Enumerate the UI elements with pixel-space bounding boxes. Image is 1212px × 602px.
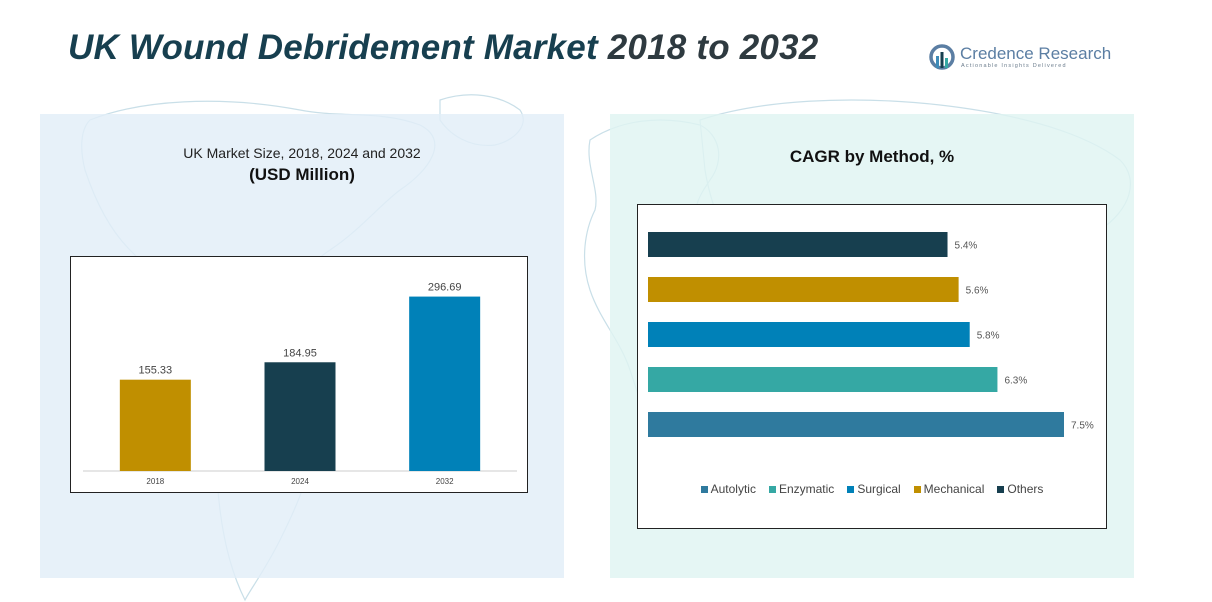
credence-research-logo: Credence Research Actionable Insights De…: [928, 42, 1118, 76]
legend-label: Autolytic: [710, 482, 756, 496]
bar-value-label: 155.33: [139, 365, 173, 377]
market-size-panel: UK Market Size, 2018, 2024 and 2032 (USD…: [40, 114, 564, 578]
legend-label: Surgical: [857, 482, 901, 496]
bar-value-label: 184.95: [283, 347, 317, 359]
legend-swatch: [913, 485, 921, 493]
cagr-bar-surgical: [648, 322, 970, 347]
legend-item-others: Others: [997, 482, 1043, 496]
cagr-panel: CAGR by Method, % 5.4% 5.6% 5.8% 6.3% 7.5% A…: [610, 114, 1134, 578]
title-years: 2018 to 2032: [607, 28, 819, 67]
cagr-chart-frame: 5.4% 5.6% 5.8% 6.3% 7.5% Autolytic Enzymatic S…: [637, 204, 1107, 529]
legend-swatch: [847, 485, 855, 493]
bar-2018: [119, 379, 191, 471]
cagr-value-label: 5.6%: [966, 286, 989, 297]
page-title: UK Wound Debridement Market 2018 to 2032: [68, 28, 818, 68]
credence-logo-icon: [929, 44, 955, 70]
logo-name: Credence Research: [960, 44, 1112, 63]
cagr-bar-enzymatic: [648, 367, 998, 392]
legend-swatch: [768, 485, 776, 493]
legend-label: Others: [1007, 482, 1044, 496]
x-tick-label: 2032: [436, 477, 454, 486]
market-size-unit: (USD Million): [249, 165, 355, 184]
legend-label: Mechanical: [923, 482, 985, 496]
cagr-value-label: 5.4%: [955, 241, 978, 252]
bar-value-label: 296.69: [428, 282, 462, 294]
market-size-title: UK Market Size, 2018, 2024 and 2032: [183, 145, 421, 161]
market-size-bar-chart: 155.33 2018 184.95 2024 296.69 2032: [83, 282, 517, 486]
cagr-bar-others: [648, 232, 948, 257]
legend-swatch: [997, 485, 1005, 493]
x-tick-label: 2024: [291, 477, 309, 486]
cagr-title: CAGR by Method, %: [789, 147, 955, 166]
cagr-bar-autolytic: [648, 412, 1064, 437]
x-tick-label: 2018: [146, 477, 164, 486]
cagr-bar-mechanical: [648, 277, 959, 302]
bar-2024: [264, 362, 336, 471]
logo-tagline: Actionable Insights Delivered: [961, 63, 1067, 69]
legend-label: Enzymatic: [778, 482, 835, 496]
cagr-legend: Autolytic Enzymatic Surgical Mechanical Othe…: [638, 482, 1106, 496]
cagr-bar-chart: 5.4% 5.6% 5.8% 6.3% 7.5%: [648, 232, 1094, 437]
cagr-value-label: 6.3%: [1004, 376, 1027, 387]
legend-item-surgical: Surgical: [847, 482, 901, 496]
bar-2032: [409, 296, 481, 471]
cagr-value-label: 7.5%: [1071, 421, 1094, 432]
market-size-chart-frame: 155.33 2018 184.95 2024 296.69 2032: [70, 256, 528, 493]
legend-swatch: [700, 485, 708, 493]
legend-item-autolytic: Autolytic: [700, 482, 756, 496]
legend-item-enzymatic: Enzymatic: [768, 482, 835, 496]
title-main: UK Wound Debridement Market: [68, 28, 598, 67]
legend-item-mechanical: Mechanical: [913, 482, 985, 496]
cagr-value-label: 5.8%: [977, 331, 1000, 342]
